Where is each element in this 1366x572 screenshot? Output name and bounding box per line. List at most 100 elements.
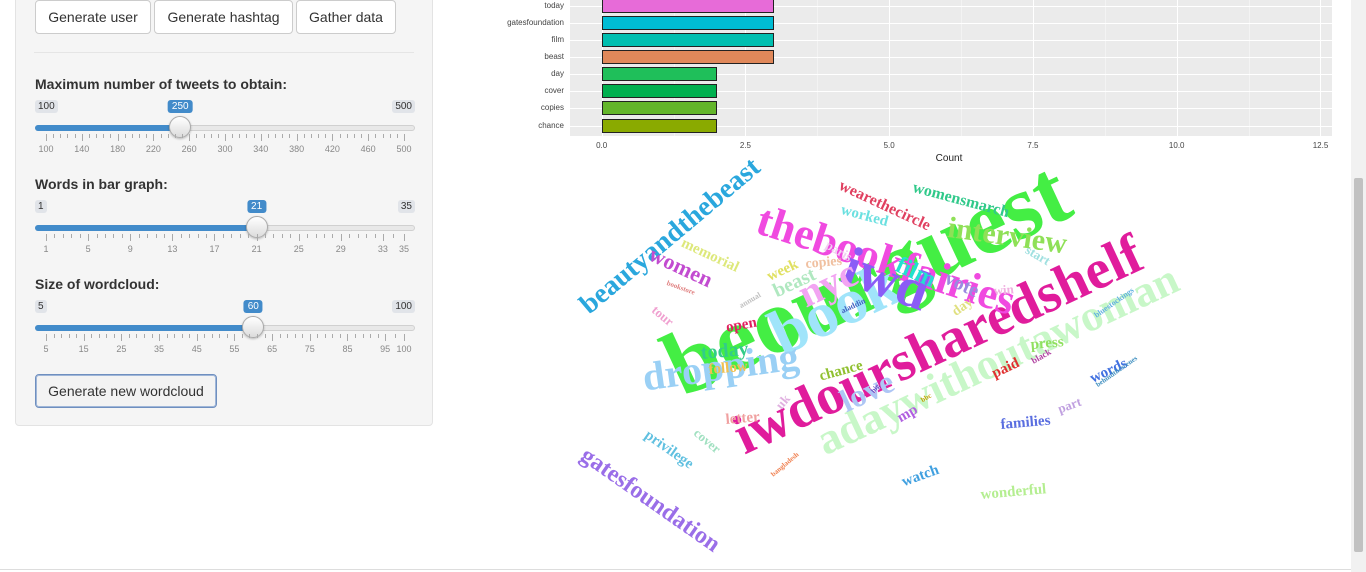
slider-min-label: 1 <box>35 200 47 213</box>
slider-minor-tick <box>332 234 334 238</box>
slider-minor-tick <box>275 134 277 138</box>
slider-minor-tick <box>113 334 115 338</box>
scrollbar-thumb[interactable] <box>1354 178 1363 552</box>
wordcloud-word: families <box>999 412 1052 433</box>
slider-tick-label: 35 <box>398 244 410 254</box>
chart-gridline <box>570 126 1332 127</box>
slider-major-tick <box>46 334 47 341</box>
slider-tick-label: 15 <box>78 344 89 354</box>
chart-gridline <box>570 23 1332 24</box>
wordcloud-word: bangladesh <box>769 450 801 479</box>
chart-plot-area <box>570 0 1332 136</box>
slider-max-label: 35 <box>397 200 415 213</box>
wordcloud-word: watch <box>899 461 942 491</box>
slider-major-tick <box>46 134 47 141</box>
slider-minor-tick <box>163 234 165 238</box>
slider-minor-tick <box>339 134 341 138</box>
page-bottom-border <box>0 569 1351 570</box>
wordcloud-size-slider[interactable]: 5 100 60 5 15 25 35 45 55 65 75 85 95 100 <box>35 300 415 360</box>
words-bar-graph-label: Words in bar graph: <box>35 176 168 192</box>
slider-major-tick <box>340 234 342 241</box>
slider-tick-label: 85 <box>342 344 353 354</box>
chart-x-axis-title: Count <box>935 153 963 164</box>
slider-minor-tick <box>325 134 327 138</box>
chart-bar <box>601 0 775 13</box>
slider-tick-label: 5 <box>43 344 49 354</box>
slider-minor-tick <box>136 334 138 338</box>
chart-category-label: cover <box>544 86 564 95</box>
slider-fill <box>35 225 257 231</box>
chart-category-label: day <box>551 69 564 78</box>
slider-minor-tick <box>151 334 153 338</box>
slider-tick-label: 220 <box>145 144 161 154</box>
slider-major-tick <box>159 334 161 341</box>
chart-bar <box>601 50 775 64</box>
page-scrollbar[interactable] <box>1351 0 1366 572</box>
slider-minor-tick <box>197 234 199 238</box>
slider-minor-tick <box>98 334 100 338</box>
slider-minor-tick <box>349 234 351 238</box>
slider-minor-tick <box>282 134 284 138</box>
slider-tick-label: 25 <box>116 344 127 354</box>
slider-minor-tick <box>318 134 320 138</box>
slider-major-tick <box>385 334 387 341</box>
chart-gridline <box>570 57 1332 58</box>
sidebar-divider <box>34 52 414 53</box>
slider-minor-tick <box>60 134 62 138</box>
slider-major-tick <box>368 134 370 141</box>
slider-minor-tick <box>160 134 162 138</box>
chart-bar <box>601 16 775 30</box>
chart-x-tick-label: 0.0 <box>596 141 608 150</box>
slider-minor-tick <box>104 234 106 238</box>
slider-minor-tick <box>294 334 296 338</box>
slider-value-label: 21 <box>247 200 267 213</box>
max-tweets-label: Maximum number of tweets to obtain: <box>35 76 288 92</box>
slider-minor-tick <box>128 334 130 338</box>
generate-user-button[interactable]: Generate user <box>35 0 151 34</box>
slider-minor-tick <box>206 234 208 238</box>
slider-minor-tick <box>239 234 241 238</box>
slider-minor-tick <box>110 134 112 138</box>
words-bar-graph-slider[interactable]: 1 35 21 1 5 9 13 17 21 25 29 33 35 <box>35 200 415 260</box>
slider-minor-tick <box>317 334 319 338</box>
slider-minor-tick <box>74 134 76 138</box>
slider-minor-tick <box>106 334 108 338</box>
slider-minor-tick <box>303 134 305 138</box>
slider-minor-tick <box>155 234 157 238</box>
sidebar-panel <box>15 0 433 426</box>
slider-major-tick <box>382 234 384 241</box>
slider-minor-tick <box>204 334 206 338</box>
slider-major-tick <box>332 134 334 141</box>
chart-gridline <box>817 0 819 136</box>
slider-minor-tick <box>96 134 98 138</box>
chart-category-label: copies <box>540 103 564 112</box>
slider-minor-tick <box>181 334 183 338</box>
slider-tick-label: 13 <box>167 244 178 254</box>
slider-minor-tick <box>113 234 115 238</box>
slider-handle[interactable] <box>242 316 265 338</box>
slider-tick-label: 340 <box>253 144 269 154</box>
slider-minor-tick <box>366 234 368 238</box>
slider-tick-label: 100 <box>396 344 412 354</box>
slider-minor-tick <box>62 234 64 238</box>
slider-tick-label: 35 <box>154 344 165 354</box>
max-tweets-slider[interactable]: 100 500 250 100 140 180 220 260 300 340 380 420 4… <box>35 100 415 160</box>
generate-hashtag-button[interactable]: Generate hashtag <box>154 0 293 34</box>
slider-major-tick <box>88 234 90 241</box>
slider-minor-tick <box>246 134 248 138</box>
slider-ticks <box>35 334 415 342</box>
slider-tick-label: 1 <box>43 244 49 254</box>
gather-data-button[interactable]: Gather data <box>296 0 396 34</box>
slider-tick-label: 33 <box>377 244 388 254</box>
generate-wordcloud-button[interactable]: Generate new wordcloud <box>35 374 217 408</box>
slider-minor-tick <box>241 334 243 338</box>
chart-gridline <box>1320 0 1322 136</box>
slider-minor-tick <box>264 334 266 338</box>
slider-ticks <box>35 234 415 242</box>
slider-minor-tick <box>211 334 213 338</box>
chart-bar <box>601 84 717 98</box>
slider-major-tick <box>189 134 191 141</box>
slider-minor-tick <box>231 234 233 238</box>
slider-handle[interactable] <box>169 116 192 138</box>
slider-minor-tick <box>222 234 224 238</box>
